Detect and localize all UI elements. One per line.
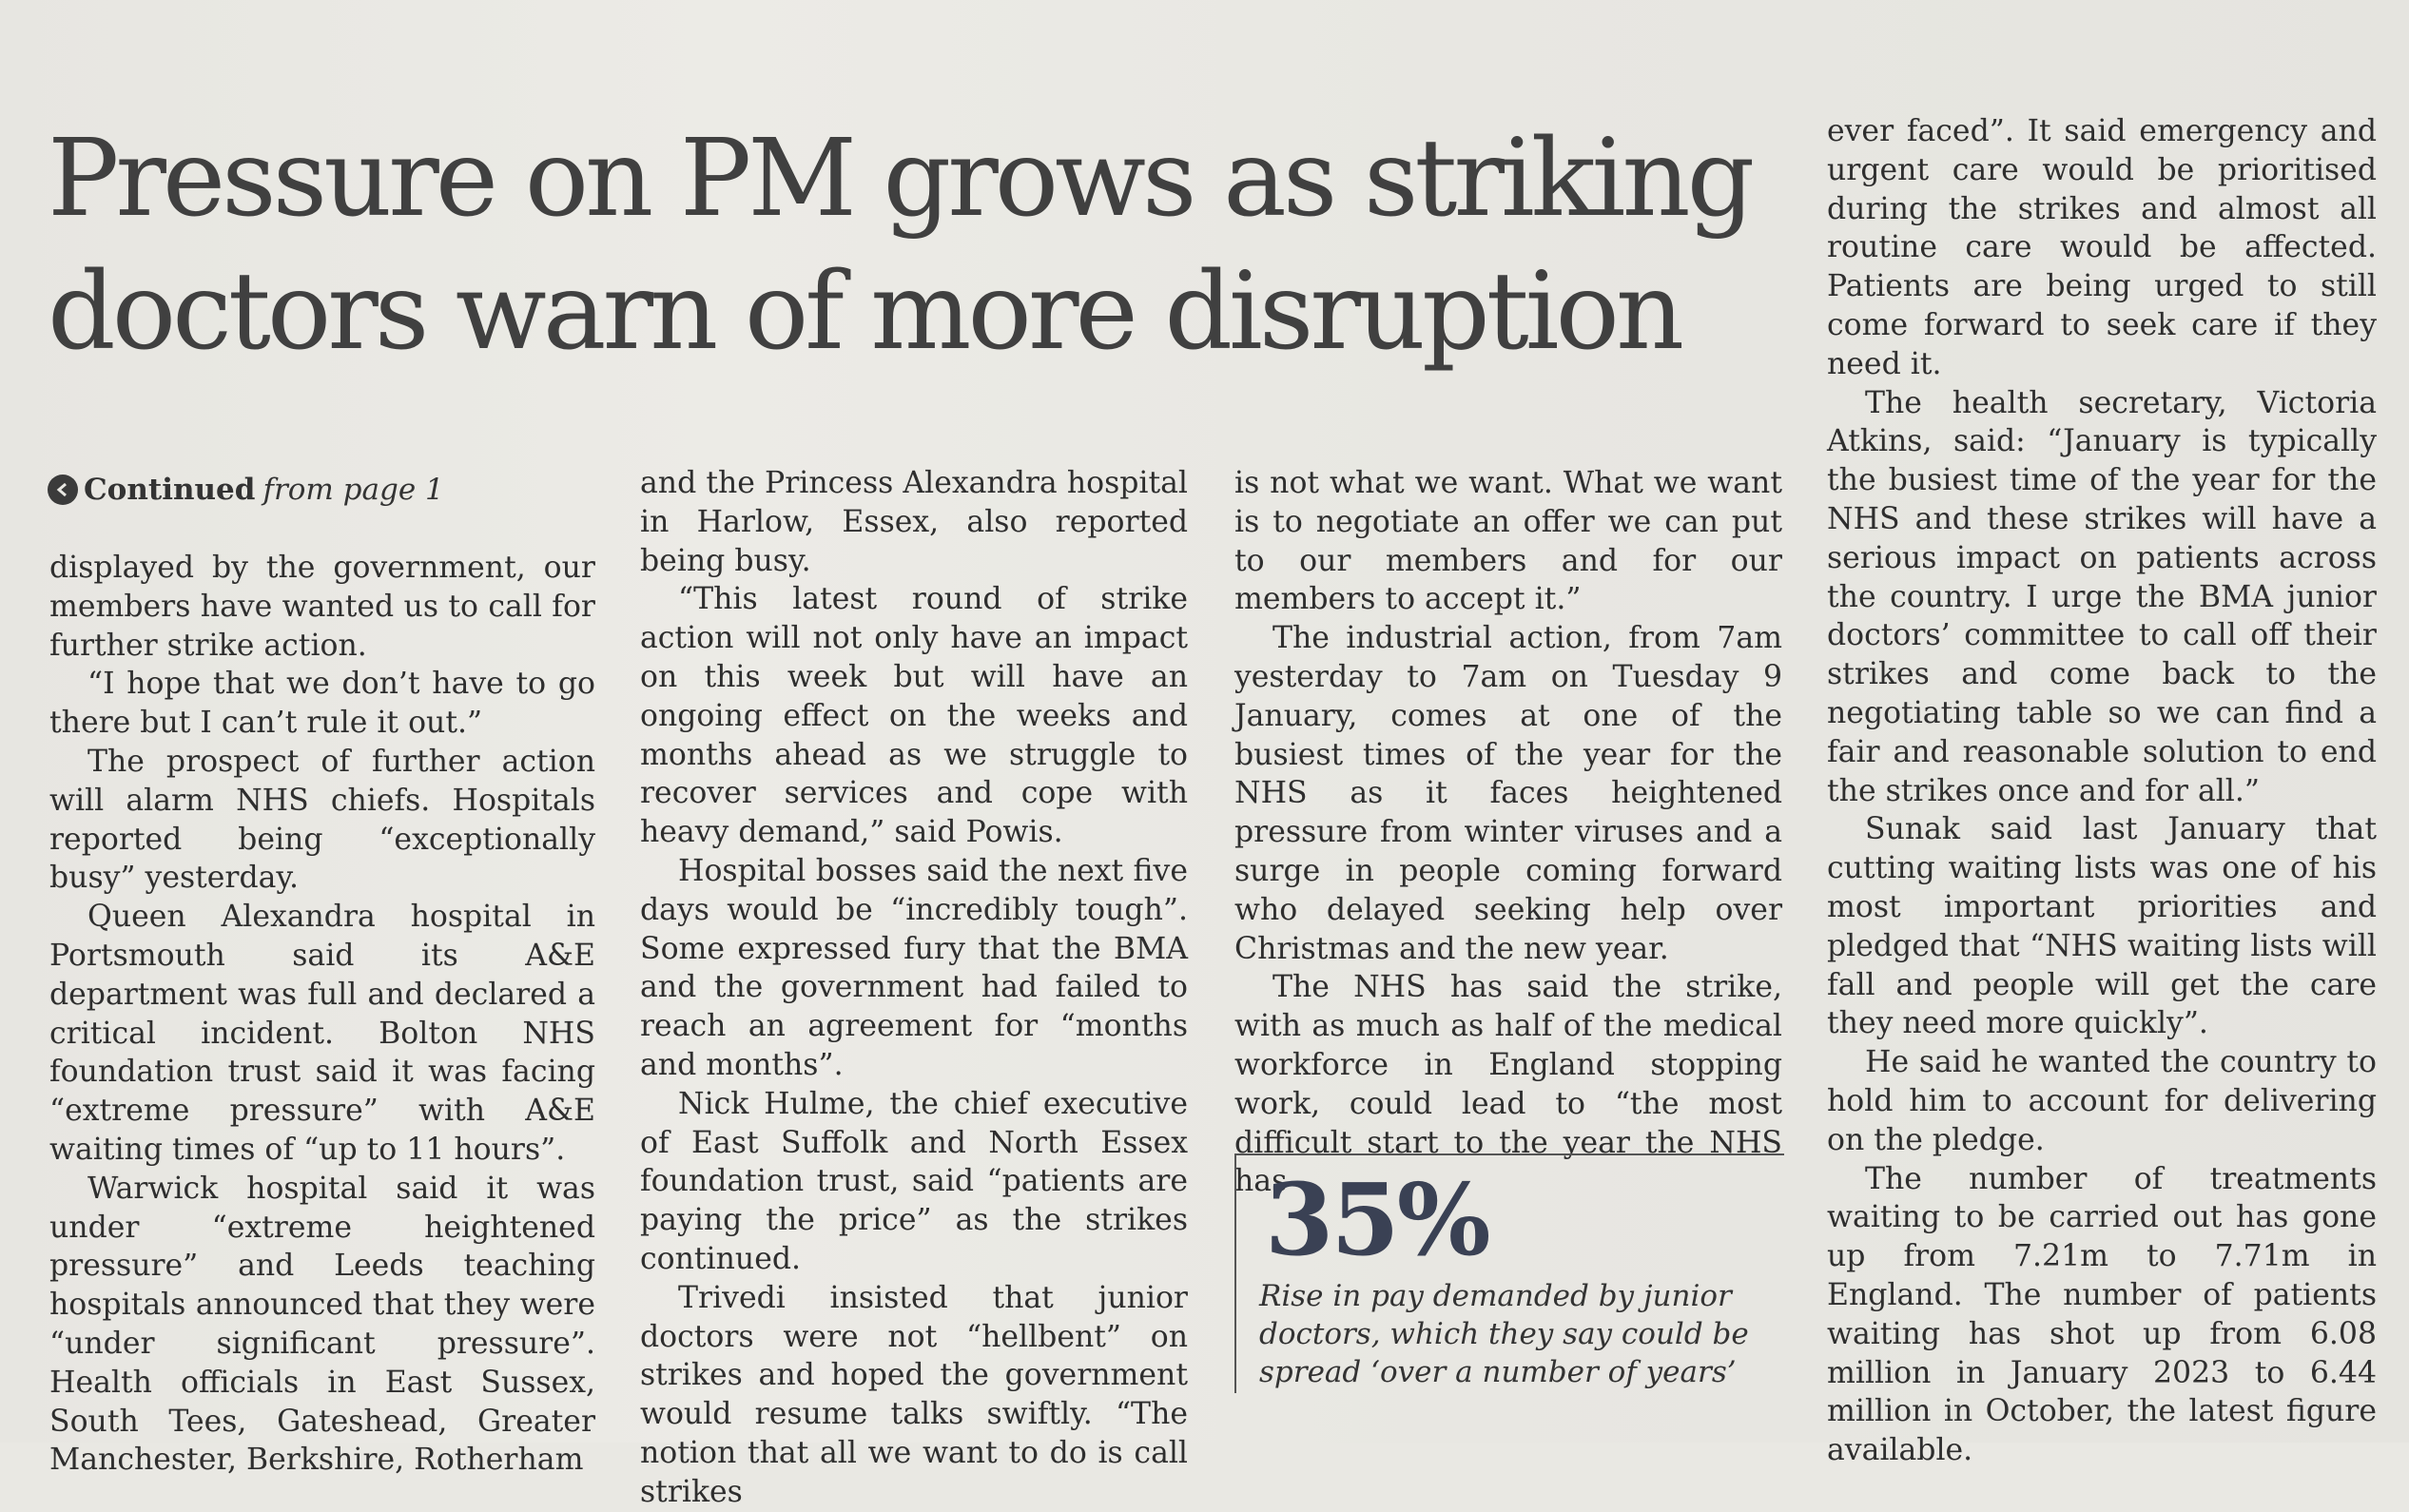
paragraph: The prospect of further action will alar… [49,744,595,896]
paragraph: The number of treatments waiting to be c… [1827,1161,2377,1468]
paragraph: Hospital bosses said the next five days … [640,853,1188,1082]
paragraph: Queen Alexandra hospital in Portsmouth s… [49,900,595,1167]
callout-figure: 35% [1265,1161,1491,1278]
continued-marker: Continued from page 1 [48,469,444,511]
paragraph: Sunak said last January that cutting wai… [1827,812,2377,1041]
paragraph: Nick Hulme, the chief executive of East … [640,1086,1188,1276]
paragraph: The industrial action, from 7am yesterda… [1234,621,1782,966]
callout-caption: Rise in pay demanded by junior doctors, … [1259,1279,1749,1389]
article-column-4: ever faced”. It said emergency and urgen… [1827,112,2377,1470]
paragraph: and the Princess Alexandra hospital in H… [640,466,1188,578]
headline-line-1: Pressure on PM grows as striking [48,117,1755,241]
article-column-1: displayed by the government, our members… [49,549,595,1480]
paragraph: displayed by the government, our members… [49,551,595,663]
continued-label: Continued [84,473,256,507]
headline-line-2: doctors warn of more disruption [48,250,1684,374]
statistic-callout: 35% Rise in pay demanded by junior docto… [1234,1153,1784,1393]
paragraph: Warwick hospital said it was under “extr… [49,1171,595,1478]
headline: Pressure on PM grows as striking doctors… [48,112,1797,378]
paragraph: “This latest round of strike action will… [640,582,1188,850]
article-column-2: and the Princess Alexandra hospital in H… [640,464,1188,1512]
article-column-3: is not what we want. What we want is to … [1234,464,1782,1201]
arrow-left-icon [48,475,78,505]
paragraph: ever faced”. It said emergency and urgen… [1827,114,2377,381]
continued-from: from page 1 [262,473,444,507]
paragraph: Trivedi insisted that junior doctors wer… [640,1280,1188,1509]
paragraph: The health secretary, Victoria Atkins, s… [1827,385,2377,808]
paragraph: is not what we want. What we want is to … [1234,466,1782,617]
paragraph: He said he wanted the country to hold hi… [1827,1045,2377,1157]
paragraph: “I hope that we don’t have to go there b… [49,667,595,741]
